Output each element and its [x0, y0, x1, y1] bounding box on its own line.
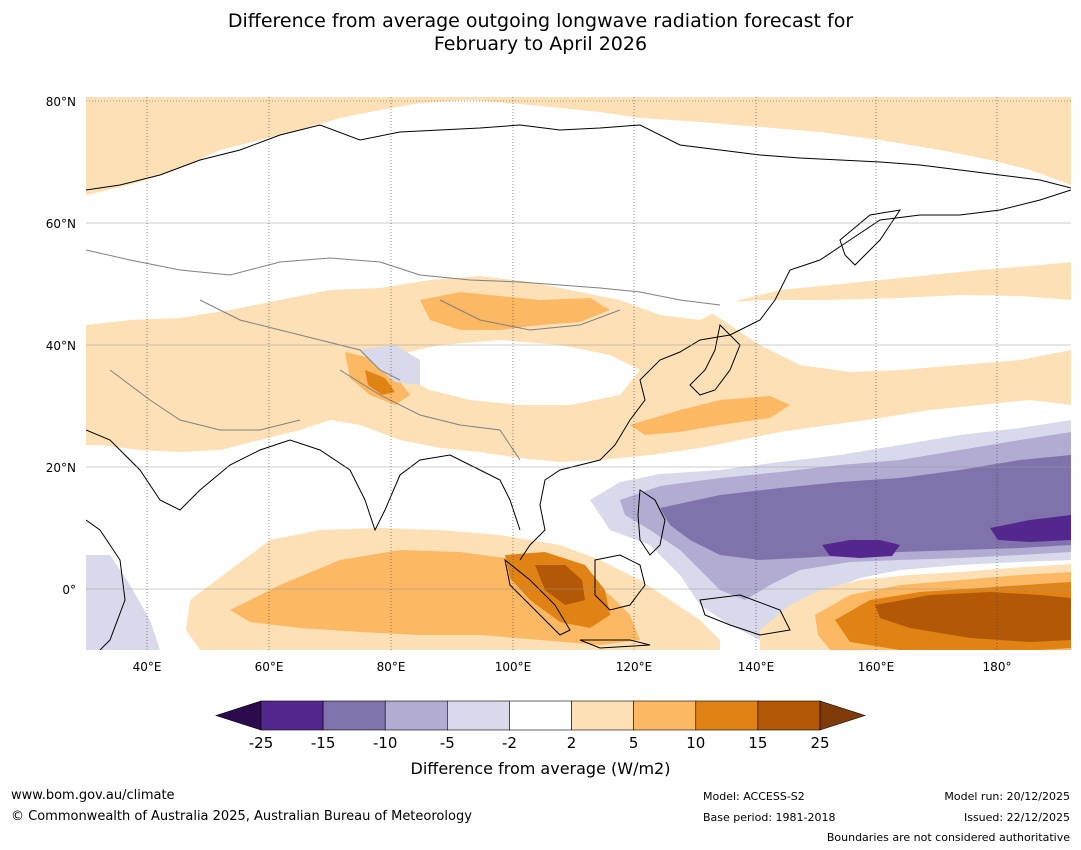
lon-label-100e: 100°E [494, 660, 532, 674]
anomaly-mongolia-patch [420, 292, 610, 330]
coastline-borneo [594, 554, 646, 611]
lat-label-equator: 0° [62, 583, 76, 597]
colorbar-box [509, 700, 572, 731]
lon-label-80e: 80°E [376, 660, 406, 674]
border-middle-east [109, 369, 301, 431]
title-line-2: February to April 2026 [433, 33, 648, 55]
colorbar-box [322, 700, 386, 731]
coastline-arctic [86, 124, 1071, 191]
lon-label-140e: 140°E [737, 660, 775, 674]
colorbar-box [571, 700, 634, 731]
chart-title: Difference from average outgoing longwav… [0, 10, 1081, 56]
anomaly-arctic-positive [86, 97, 1071, 195]
anomaly-maritime-core [535, 565, 585, 605]
anomaly-tibet-core [365, 370, 395, 395]
footer-issued: Issued: 22/12/2025 [963, 811, 1070, 824]
anomaly-central-pacific-core [875, 592, 1071, 642]
coastline-new-guinea [699, 594, 791, 636]
colorbar-box [447, 700, 510, 731]
colorbar-box [633, 700, 697, 731]
border-mongolia-china [439, 299, 621, 331]
colorbar-box [757, 700, 821, 731]
colorbar-extend-low [215, 700, 262, 731]
footer-copyright: © Commonwealth of Australia 2025, Austra… [11, 809, 472, 824]
colorbar-box [384, 700, 448, 731]
colorbar-tick-label: 2 [566, 734, 577, 752]
lat-label-60n: 60°N [45, 217, 76, 231]
colorbar-tick-label: -25 [248, 734, 274, 752]
colorbar-label: Difference from average (W/m2) [410, 759, 671, 778]
border-india-china [339, 369, 521, 461]
lon-label-40e: 40°E [132, 660, 162, 674]
lat-label-80n: 80°N [45, 95, 76, 109]
border-central-asia [199, 299, 401, 381]
coastlines [86, 124, 1071, 650]
anomaly-pacific-negative-core-2 [990, 515, 1071, 542]
anomaly-central-asia-neutral [395, 340, 640, 405]
coastline-java [579, 639, 651, 649]
lat-label-40n: 40°N [45, 339, 76, 353]
forecast-map [86, 97, 1071, 650]
colorbar-box [695, 700, 759, 731]
country-borders [86, 249, 721, 461]
lon-label-180: 180° [982, 660, 1012, 674]
footer-model-run: Model run: 20/12/2025 [944, 790, 1070, 803]
colorbar-extend-high [819, 700, 866, 731]
footer-disclaimer: Boundaries are not considered authoritat… [826, 831, 1070, 844]
anomaly-nw-pacific-neutral [700, 295, 1071, 372]
anomaly-west-negative [86, 555, 160, 650]
lon-label-120e: 120°E [615, 660, 653, 674]
colorbar-tick-label: -2 [501, 734, 517, 752]
colorbar-tick-label: 5 [628, 734, 639, 752]
footer-url[interactable]: www.bom.gov.au/climate [11, 788, 175, 803]
coastline-philippines [637, 489, 666, 556]
colorbar-tick-label: -10 [372, 734, 398, 752]
colorbar-tick-label: 15 [748, 734, 768, 752]
anomaly-tibet-negative [360, 345, 420, 385]
lon-label-60e: 60°E [254, 660, 284, 674]
border-russia-south [86, 249, 721, 306]
footer-model: Model: ACCESS-S2 [703, 790, 805, 803]
coastline-south-asia [86, 429, 521, 532]
lat-label-20n: 20°N [45, 461, 76, 475]
colorbar-box [260, 700, 324, 731]
coastline-africa-horn [86, 519, 126, 650]
anomaly-pacific-negative-strong [660, 455, 1071, 560]
graticule [86, 97, 1071, 650]
colorbar-tick-label: 25 [810, 734, 830, 752]
coastline-japan [689, 323, 741, 396]
coastline-kamchatka [839, 209, 902, 266]
colorbar-tick-label: -5 [439, 734, 455, 752]
lon-label-160e: 160°E [857, 660, 895, 674]
colorbar-tick-label: -15 [310, 734, 336, 752]
footer-base-period: Base period: 1981-2018 [703, 811, 836, 824]
title-line-1: Difference from average outgoing longwav… [227, 10, 854, 32]
anomaly-pacific-negative-core-1 [822, 540, 900, 558]
coastline-east-asia [519, 189, 1071, 561]
anomaly-east-china-sea-patch [630, 396, 790, 435]
colorbar-tick-label: 10 [686, 734, 706, 752]
anomaly-fields [86, 97, 1071, 650]
